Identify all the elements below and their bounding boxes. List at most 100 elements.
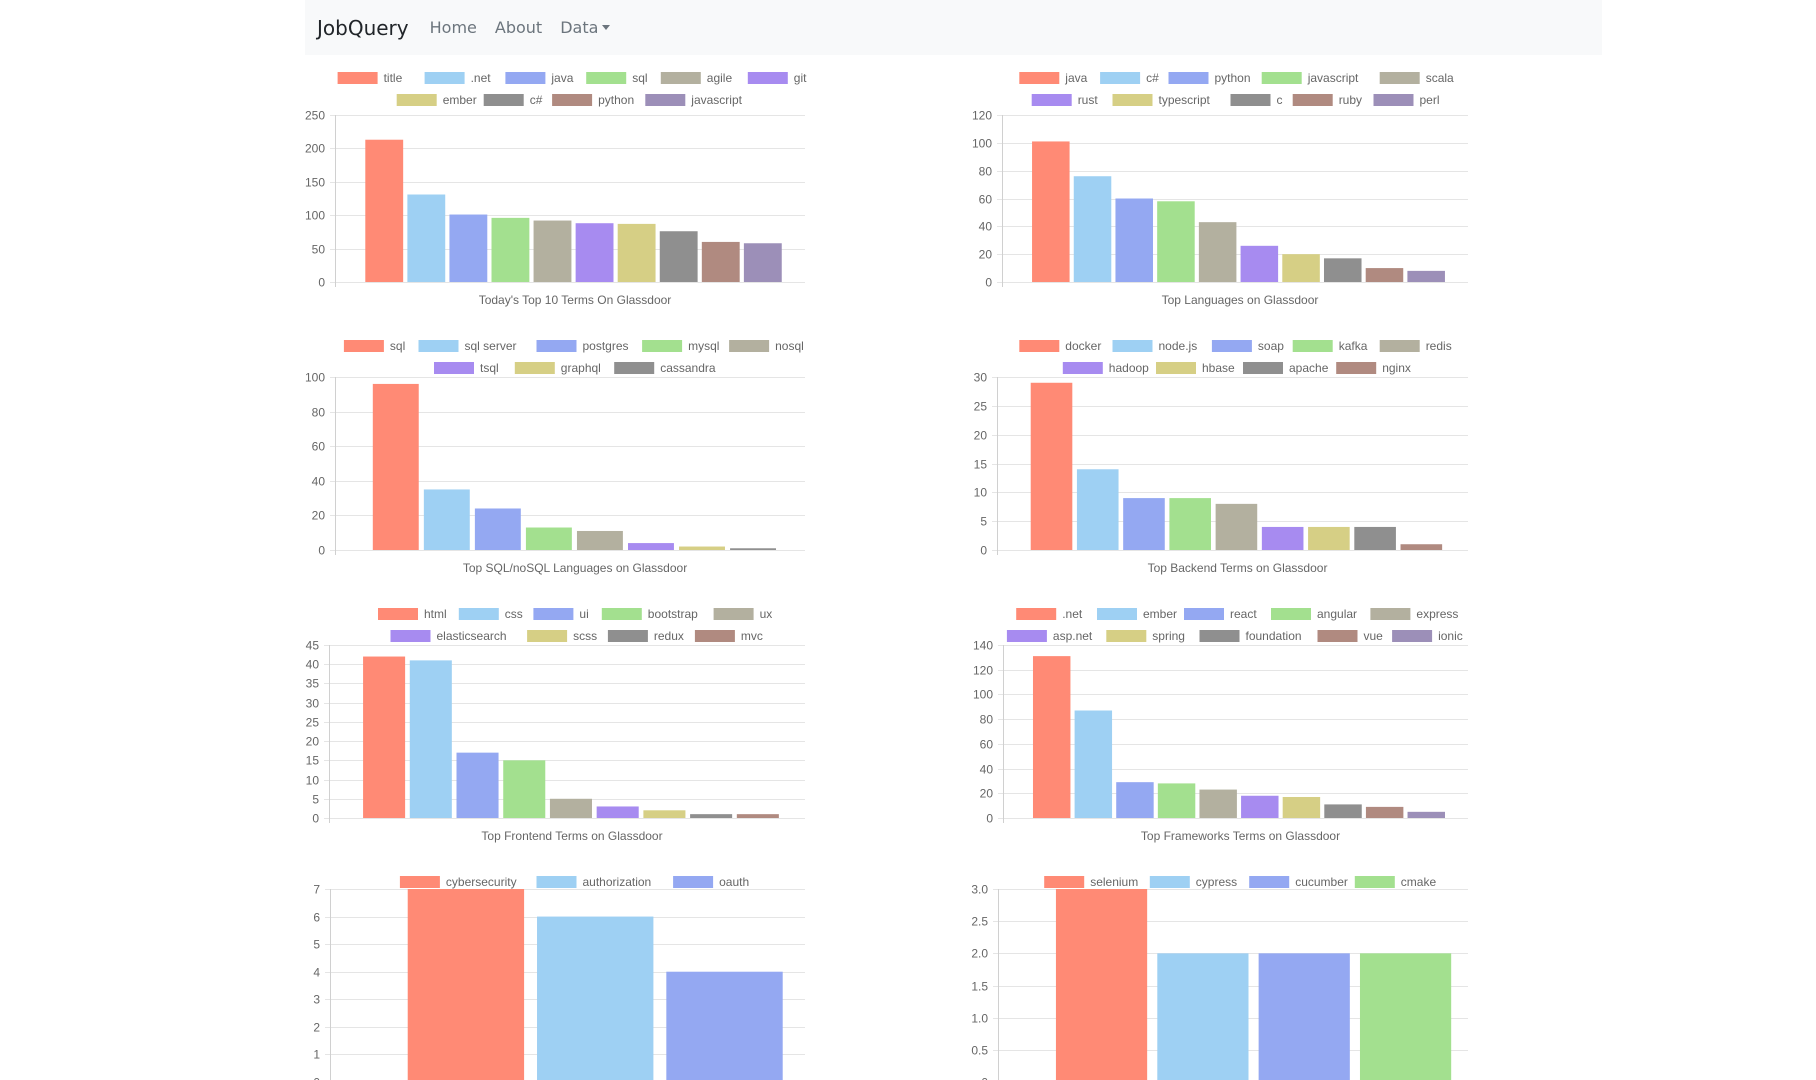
legend-label[interactable]: typescript [1159, 93, 1211, 107]
legend-label[interactable]: elasticsearch [437, 629, 507, 643]
legend-swatch[interactable] [1149, 876, 1190, 888]
legend-label[interactable]: react [1230, 607, 1257, 621]
legend-label[interactable]: html [424, 607, 447, 621]
legend-swatch[interactable] [1097, 608, 1137, 620]
legend-swatch[interactable] [396, 94, 437, 106]
bar-selenium[interactable] [1055, 889, 1148, 1080]
legend-swatch[interactable] [586, 72, 627, 84]
bar-kafka[interactable] [1169, 498, 1211, 550]
legend-swatch[interactable] [1261, 72, 1302, 84]
legend-swatch[interactable] [418, 340, 459, 352]
legend-swatch[interactable] [1379, 340, 1420, 352]
bar-typescript[interactable] [1282, 254, 1320, 282]
bar-nginx[interactable] [1400, 544, 1443, 550]
legend-label[interactable]: perl [1420, 93, 1440, 107]
bar-postgres[interactable] [474, 508, 521, 550]
legend-swatch[interactable] [1168, 72, 1209, 84]
legend-swatch[interactable] [390, 630, 431, 642]
bar-redis[interactable] [1215, 503, 1258, 550]
bar--net[interactable] [1032, 656, 1071, 818]
legend-label[interactable]: apache [1289, 361, 1329, 375]
bar-docker[interactable] [1030, 382, 1073, 550]
legend-swatch[interactable] [1112, 340, 1153, 352]
legend-label[interactable]: rust [1078, 93, 1099, 107]
legend-label[interactable]: vue [1364, 629, 1384, 643]
legend-label[interactable]: bootstrap [648, 607, 698, 621]
bar-cmake[interactable] [1359, 953, 1452, 1080]
legend-label[interactable]: graphql [561, 361, 601, 375]
bar-foundation[interactable] [1324, 804, 1362, 818]
legend-swatch[interactable] [614, 362, 655, 374]
bar-javascript[interactable] [743, 243, 782, 282]
legend-swatch[interactable] [505, 72, 546, 84]
bar-scala[interactable] [1198, 222, 1237, 282]
legend-swatch[interactable] [673, 876, 714, 888]
legend-label[interactable]: c [1277, 93, 1283, 107]
bar-css[interactable] [409, 660, 452, 818]
legend-label[interactable]: ux [760, 607, 773, 621]
bar-python[interactable] [701, 241, 740, 282]
legend-swatch[interactable] [536, 340, 577, 352]
legend-swatch[interactable] [458, 608, 499, 620]
legend-swatch[interactable] [1243, 362, 1283, 374]
legend-label[interactable]: ui [579, 607, 588, 621]
bar-authorization[interactable] [537, 916, 654, 1080]
legend-swatch[interactable] [1249, 876, 1290, 888]
legend-swatch[interactable] [1184, 608, 1224, 620]
legend-label[interactable]: python [598, 93, 634, 107]
legend-swatch[interactable] [527, 630, 568, 642]
bar-ionic[interactable] [1407, 811, 1445, 818]
legend-label[interactable]: mvc [741, 629, 763, 643]
bar-title[interactable] [365, 139, 404, 282]
bar-spring[interactable] [1282, 796, 1321, 818]
bar-c-[interactable] [1073, 176, 1112, 282]
legend-swatch[interactable] [660, 72, 701, 84]
bar-ember[interactable] [1074, 710, 1113, 818]
legend-label[interactable]: postgres [583, 339, 629, 353]
legend-swatch[interactable] [1292, 340, 1333, 352]
legend-label[interactable]: docker [1065, 339, 1101, 353]
legend-swatch[interactable] [434, 362, 474, 374]
bar-hbase[interactable] [1308, 526, 1350, 550]
bar-mvc[interactable] [736, 814, 779, 818]
bar-asp-net[interactable] [1241, 795, 1279, 818]
bar-ui[interactable] [456, 752, 499, 818]
legend-label[interactable]: title [384, 71, 403, 85]
legend-label[interactable]: sql [632, 71, 647, 85]
legend-swatch[interactable] [1006, 630, 1047, 642]
bar-express[interactable] [1199, 789, 1237, 818]
legend-label[interactable]: c# [1146, 71, 1159, 85]
legend-swatch[interactable] [1211, 340, 1252, 352]
legend-label[interactable]: ember [443, 93, 477, 107]
legend-label[interactable]: ember [1143, 607, 1177, 621]
legend-swatch[interactable] [1271, 608, 1311, 620]
legend-label[interactable]: git [794, 71, 807, 85]
legend-label[interactable]: sql server [465, 339, 517, 353]
legend-swatch[interactable] [483, 94, 524, 106]
legend-swatch[interactable] [1370, 608, 1411, 620]
bar-cypress[interactable] [1157, 953, 1249, 1080]
legend-label[interactable]: spring [1152, 629, 1185, 643]
legend-label[interactable]: scala [1426, 71, 1454, 85]
legend-label[interactable]: ionic [1438, 629, 1463, 643]
legend-swatch[interactable] [337, 72, 378, 84]
legend-swatch[interactable] [1230, 94, 1271, 106]
legend-swatch[interactable] [1392, 630, 1433, 642]
bar-ux[interactable] [549, 798, 592, 818]
legend-label[interactable]: java [1064, 71, 1087, 85]
legend-label[interactable]: mysql [688, 339, 719, 353]
legend-label[interactable]: java [550, 71, 573, 85]
legend-swatch[interactable] [1016, 608, 1057, 620]
legend-label[interactable]: oauth [719, 875, 749, 889]
legend-swatch[interactable] [533, 608, 574, 620]
legend-swatch[interactable] [642, 340, 683, 352]
bar-sql[interactable] [491, 217, 530, 282]
legend-swatch[interactable] [1156, 362, 1196, 374]
bar-node-js[interactable] [1076, 469, 1119, 550]
legend-label[interactable]: hbase [1202, 361, 1235, 375]
bar-rust[interactable] [1240, 245, 1279, 282]
legend-label[interactable]: redux [654, 629, 684, 643]
legend-label[interactable]: nginx [1382, 361, 1411, 375]
bar-react[interactable] [1116, 782, 1154, 818]
bar-java[interactable] [449, 214, 488, 282]
